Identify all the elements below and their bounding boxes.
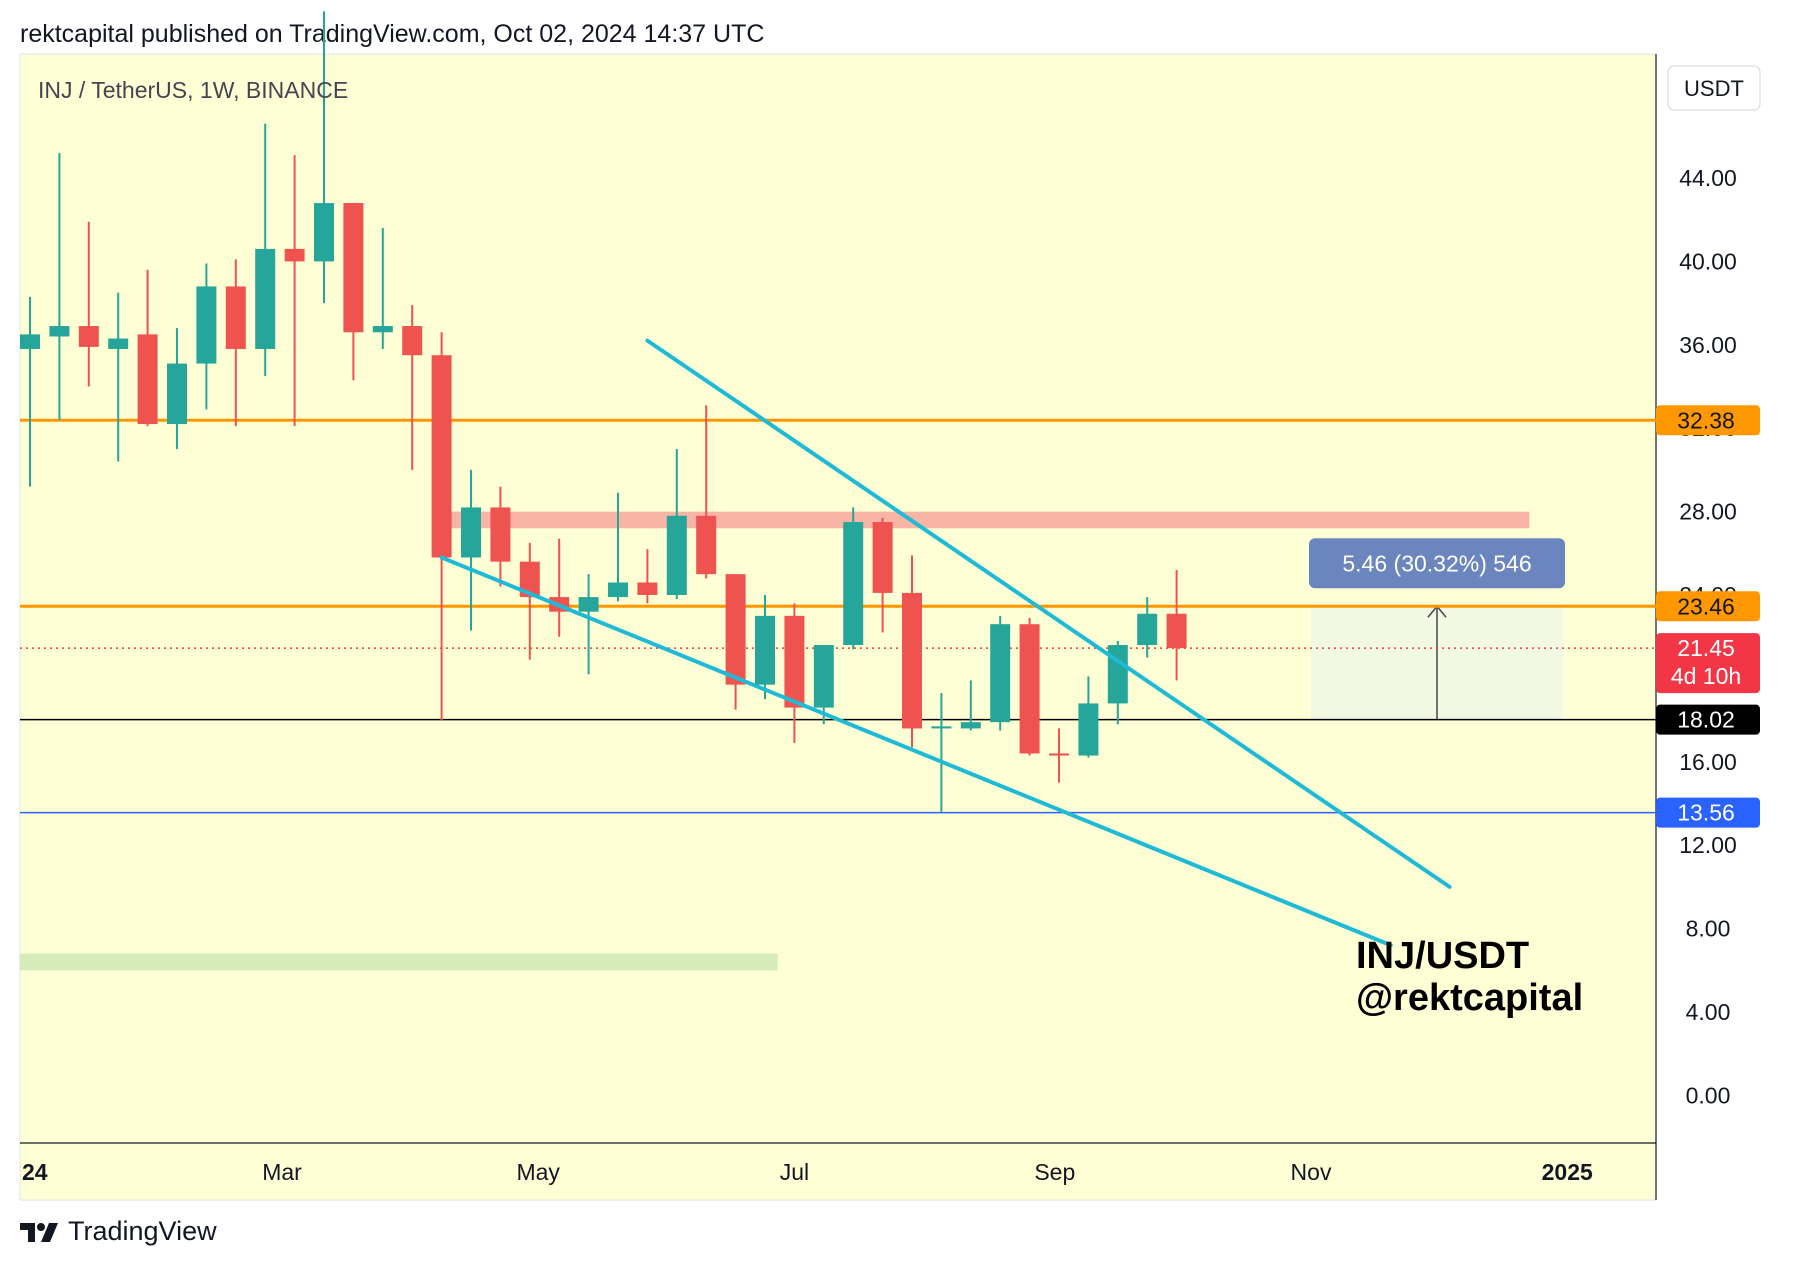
price-level-badge bbox=[1656, 405, 1760, 436]
candle-body bbox=[872, 522, 893, 593]
resistance-zone bbox=[441, 511, 1530, 529]
y-tick-label: 12.00 bbox=[1679, 832, 1737, 858]
wedge-lower-trendline[interactable] bbox=[439, 555, 1393, 948]
candle-body bbox=[20, 334, 40, 349]
price-level-badge bbox=[1656, 797, 1760, 828]
symbol-title: INJ / TetherUS, 1W, BINANCE bbox=[38, 77, 348, 103]
candle-body bbox=[1019, 624, 1040, 754]
y-tick-label: 8.00 bbox=[1686, 916, 1731, 942]
candle-body bbox=[755, 615, 775, 685]
price-level-badge bbox=[1656, 704, 1760, 735]
candle-body bbox=[167, 363, 187, 425]
x-tick-label: Nov bbox=[1291, 1159, 1332, 1185]
price-level-badge bbox=[1656, 591, 1760, 622]
x-tick-label: 24 bbox=[22, 1159, 48, 1185]
price-level-value: 32.38 bbox=[1677, 407, 1735, 433]
x-tick-label: May bbox=[516, 1159, 560, 1185]
candle-body bbox=[990, 624, 1011, 723]
candle-body bbox=[784, 615, 805, 708]
footer-brand: TradingView bbox=[68, 1216, 217, 1246]
x-tick-label: Sep bbox=[1034, 1159, 1075, 1185]
candle-body bbox=[1049, 753, 1069, 756]
candle-body bbox=[284, 248, 305, 262]
x-tick-label: 2025 bbox=[1542, 1159, 1593, 1185]
candle-body bbox=[225, 286, 246, 349]
candle-body bbox=[402, 326, 423, 356]
candle-body bbox=[343, 203, 364, 333]
price-chart[interactable]: 5.46 (30.32%) 546 0.00 4.00 8.00 12.00 16.00… bbox=[0, 0, 1794, 1210]
y-tick-label: 4.00 bbox=[1686, 999, 1731, 1025]
price-level-value: 13.56 bbox=[1677, 800, 1735, 826]
tradingview-logo-icon bbox=[20, 1222, 58, 1242]
measure-label: 5.46 (30.32%) 546 bbox=[1342, 550, 1531, 576]
candle-body bbox=[1137, 613, 1158, 646]
price-level-value: 23.46 bbox=[1677, 593, 1735, 619]
currency-label: USDT bbox=[1684, 76, 1744, 101]
candle-body bbox=[931, 726, 952, 729]
y-tick-label: 16.00 bbox=[1679, 749, 1737, 775]
candle-body bbox=[490, 507, 511, 562]
candle-body bbox=[902, 592, 922, 729]
candle-body bbox=[608, 582, 628, 598]
chart-annotation-line-1: INJ/USDT bbox=[1356, 935, 1529, 977]
y-tick-label: 28.00 bbox=[1679, 499, 1737, 525]
candle-body bbox=[813, 645, 834, 708]
candle-body bbox=[196, 286, 217, 364]
x-tick-label: Jul bbox=[780, 1159, 809, 1185]
price-level-value: 18.02 bbox=[1677, 707, 1735, 733]
currency-button[interactable] bbox=[1667, 65, 1761, 111]
chart-annotation-line-2: @rektcapital bbox=[1356, 977, 1583, 1019]
x-tick-label: Mar bbox=[262, 1159, 302, 1185]
candle-body bbox=[372, 326, 393, 333]
candle-body bbox=[843, 522, 864, 646]
candle-body bbox=[725, 574, 746, 685]
y-tick-label: 40.00 bbox=[1679, 248, 1737, 274]
candle-body bbox=[1166, 613, 1187, 649]
candle-body bbox=[461, 507, 481, 558]
candle-body bbox=[314, 203, 334, 262]
published-info: rektcapital published on TradingView.com… bbox=[20, 20, 765, 48]
bar-countdown: 4d 10h bbox=[1671, 663, 1741, 689]
measure-label-box bbox=[1309, 538, 1565, 589]
y-tick-label: 44.00 bbox=[1679, 165, 1737, 191]
wedge-upper-trendline[interactable] bbox=[645, 338, 1452, 889]
candle-body bbox=[431, 355, 452, 558]
candle-body bbox=[255, 248, 276, 349]
candle-body bbox=[637, 582, 658, 595]
candle-body bbox=[578, 597, 599, 612]
candle-body bbox=[108, 338, 129, 349]
price-level-value: 21.45 bbox=[1677, 635, 1735, 661]
y-tick-label: 36.00 bbox=[1679, 332, 1737, 358]
candle-body bbox=[960, 722, 981, 729]
candle-body bbox=[137, 334, 158, 425]
support-zone bbox=[20, 953, 778, 971]
candle-body bbox=[78, 326, 99, 347]
footer: TradingView bbox=[20, 1216, 217, 1247]
price-level-badge bbox=[1656, 633, 1760, 694]
candle-body bbox=[49, 326, 70, 337]
candle-body bbox=[666, 515, 687, 595]
y-tick-label: 0.00 bbox=[1686, 1082, 1731, 1108]
candle-body bbox=[1078, 703, 1099, 756]
candle-body bbox=[519, 561, 540, 598]
candle-body bbox=[696, 515, 717, 575]
